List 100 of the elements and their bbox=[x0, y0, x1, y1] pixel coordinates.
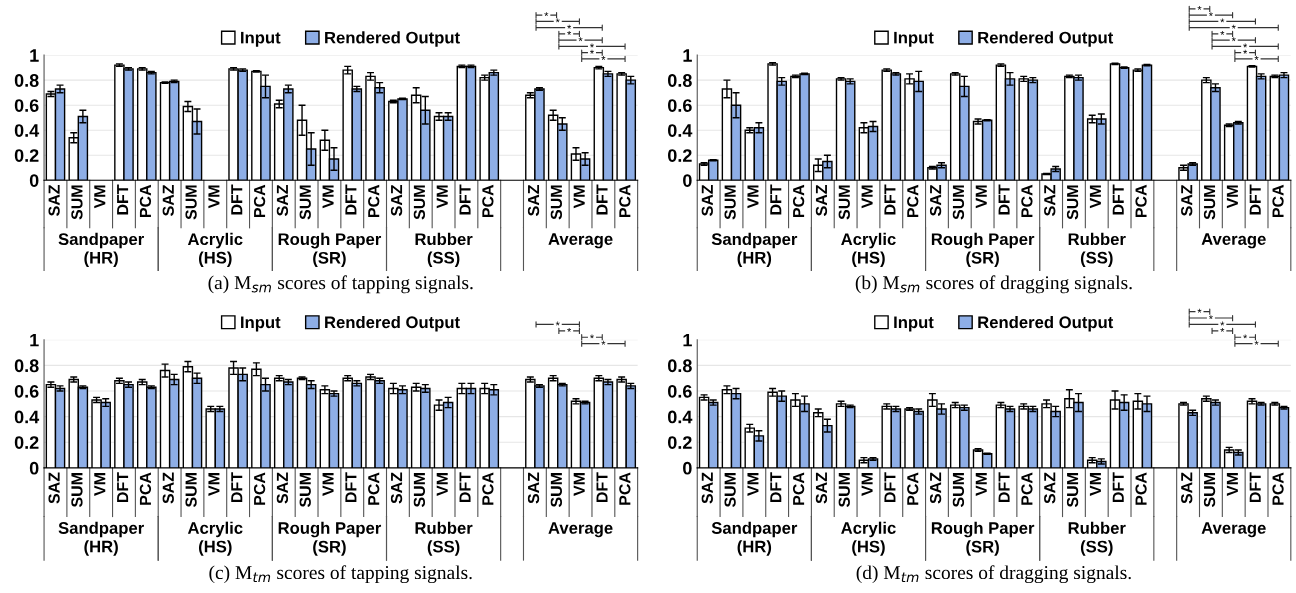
x-tick-label: SAZ bbox=[815, 184, 828, 216]
text: * bbox=[1220, 321, 1225, 326]
x-tick-label: PCA bbox=[482, 472, 494, 505]
x-tick-label: SAZ bbox=[276, 184, 289, 216]
x-tick-label: VM bbox=[322, 185, 334, 209]
text: * bbox=[567, 30, 572, 35]
y-tick-label: 0.4 bbox=[668, 124, 693, 137]
x-tick-label: SAZ bbox=[701, 184, 713, 216]
text: (d) M$_{tm}$ scores of dragging signals. bbox=[856, 565, 1131, 584]
legend-label: Input bbox=[241, 31, 281, 47]
x-tick-label: SUM bbox=[1066, 185, 1079, 220]
x-tick-label: PCA bbox=[907, 184, 919, 218]
y-tick-label: 0 bbox=[29, 461, 39, 475]
y-tick-label: 0.2 bbox=[14, 149, 39, 162]
y-tick-label: 1 bbox=[683, 333, 692, 347]
x-tick-label: SAZ bbox=[390, 472, 403, 504]
x-tick-label: SAZ bbox=[1044, 472, 1056, 504]
text: Sandpaper (HR) bbox=[58, 232, 144, 267]
x-tick-label: VM bbox=[573, 185, 585, 209]
x-tick-label: VM bbox=[94, 473, 106, 496]
x-tick-label: PCA bbox=[368, 184, 380, 218]
x-tick-label: SAZ bbox=[815, 472, 828, 504]
y-tick-label: 0.6 bbox=[668, 384, 692, 398]
x-tick-label: VM bbox=[1089, 473, 1101, 496]
x-tick-label: DFT bbox=[596, 184, 608, 215]
y-tick-label: 0.4 bbox=[668, 410, 693, 424]
x-tick-label: SUM bbox=[299, 473, 311, 508]
text: * bbox=[1243, 43, 1248, 48]
x-tick-label: PCA bbox=[907, 472, 919, 505]
y-tick-label: 0 bbox=[683, 174, 692, 187]
x-tick-label: SUM bbox=[952, 473, 965, 508]
x-tick-label: DFT bbox=[231, 472, 243, 503]
x-tick-label: VM bbox=[747, 185, 759, 209]
x-tick-label: VM bbox=[208, 473, 220, 496]
x-tick-label: DFT bbox=[770, 184, 782, 215]
x-tick-label: PCA bbox=[792, 472, 805, 505]
text: * bbox=[589, 49, 594, 54]
x-tick-label: VM bbox=[322, 473, 334, 496]
x-tick-label: VM bbox=[975, 185, 987, 209]
x-tick-label: VM bbox=[747, 473, 759, 496]
x-tick-label: VM bbox=[975, 473, 987, 496]
x-tick-label: SAZ bbox=[1044, 184, 1056, 216]
x-tick-label: VM bbox=[861, 185, 873, 209]
x-tick-label: VM bbox=[573, 473, 585, 496]
y-tick-label: 0.6 bbox=[14, 384, 39, 398]
text: Acrylic (HS) bbox=[187, 521, 243, 556]
text: * bbox=[544, 12, 549, 17]
y-tick-label: 0.2 bbox=[668, 436, 692, 449]
x-tick-label: VM bbox=[436, 473, 448, 496]
x-tick-label: SAZ bbox=[162, 184, 174, 216]
text: Acrylic (HS) bbox=[841, 232, 896, 267]
x-tick-label: SUM bbox=[1066, 473, 1079, 508]
x-tick-label: DFT bbox=[1112, 184, 1124, 215]
x-tick-label: DFT bbox=[884, 184, 896, 215]
x-tick-label: DFT bbox=[231, 184, 243, 215]
x-tick-label: DFT bbox=[1249, 184, 1261, 215]
text: * bbox=[1231, 37, 1236, 42]
x-tick-label: PCA bbox=[1272, 472, 1284, 505]
y-tick-label: 0 bbox=[683, 461, 692, 475]
x-tick-label: VM bbox=[1226, 185, 1238, 209]
text: (a) M$_{sm}$ scores of tapping signals. bbox=[208, 275, 473, 294]
x-tick-label: DFT bbox=[345, 184, 357, 215]
annotation: * bbox=[601, 56, 606, 60]
text: Rubber (SS) bbox=[415, 232, 473, 267]
x-tick-label: PCA bbox=[139, 472, 152, 505]
text: (c) M$_{tm}$ scores of tapping signals. bbox=[209, 565, 472, 584]
x-tick-label: SAZ bbox=[48, 472, 60, 504]
x-tick-label: DFT bbox=[117, 472, 129, 503]
x-tick-label: SAZ bbox=[929, 184, 942, 216]
text: Acrylic (HS) bbox=[841, 521, 896, 556]
text: * bbox=[567, 327, 572, 332]
text: * bbox=[1231, 24, 1236, 29]
x-tick-label: DFT bbox=[770, 472, 782, 503]
x-tick-label: DFT bbox=[117, 184, 129, 215]
text: Average bbox=[548, 522, 613, 538]
annotation: * bbox=[1254, 56, 1259, 60]
annotation: * bbox=[601, 340, 606, 345]
text: Average bbox=[1201, 522, 1266, 538]
x-tick-label: VM bbox=[861, 473, 873, 496]
legend-label: Input bbox=[894, 31, 934, 47]
x-tick-label: SAZ bbox=[1181, 184, 1193, 216]
x-tick-label: SUM bbox=[299, 185, 311, 220]
y-tick-label: 0 bbox=[29, 174, 39, 187]
x-tick-label: SUM bbox=[413, 473, 426, 508]
x-tick-label: SUM bbox=[838, 473, 850, 508]
text: Rubber (SS) bbox=[415, 521, 473, 556]
text: Rough Paper (SR) bbox=[931, 232, 1035, 267]
text: * bbox=[1220, 30, 1225, 35]
x-tick-label: DFT bbox=[998, 184, 1010, 215]
y-tick-label: 0.8 bbox=[668, 359, 692, 373]
text: Sandpaper (HR) bbox=[58, 521, 144, 556]
x-tick-label: VM bbox=[1089, 185, 1101, 209]
y-tick-label: 1 bbox=[30, 333, 39, 347]
y-tick-label: 0.4 bbox=[14, 124, 40, 137]
text: * bbox=[1197, 308, 1202, 313]
x-tick-label: DFT bbox=[998, 472, 1010, 503]
x-tick-label: DFT bbox=[459, 472, 471, 503]
x-tick-label: PCA bbox=[253, 184, 266, 218]
x-tick-label: SUM bbox=[1203, 185, 1216, 220]
x-tick-label: PCA bbox=[139, 184, 152, 218]
